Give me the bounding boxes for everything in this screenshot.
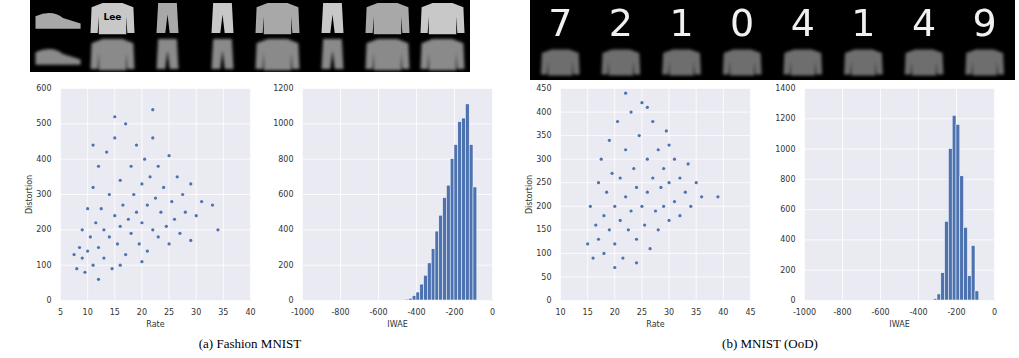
svg-text:600: 600 — [36, 84, 51, 93]
svg-text:150: 150 — [536, 225, 551, 234]
svg-text:5: 5 — [58, 308, 63, 317]
svg-text:15: 15 — [583, 308, 593, 317]
svg-text:-800: -800 — [833, 308, 851, 317]
svg-text:-1000: -1000 — [793, 308, 816, 317]
svg-text:1200: 1200 — [273, 84, 293, 93]
html-text:(b) MNIST (OoD): (b) MNIST (OoD) — [722, 336, 818, 351]
svg-text:-200: -200 — [445, 308, 463, 317]
svg-text:100: 100 — [536, 249, 551, 258]
svg-text:1: 1 — [851, 1, 875, 45]
svg-text:350: 350 — [536, 131, 551, 140]
svg-text:200: 200 — [780, 266, 795, 275]
svg-text:-400: -400 — [407, 308, 425, 317]
svg-text:800: 800 — [278, 155, 293, 164]
svg-text:Distortion: Distortion — [525, 175, 534, 214]
svg-text:IWAE: IWAE — [889, 320, 909, 329]
svg-text:Rate: Rate — [646, 320, 664, 329]
svg-text:9: 9 — [973, 1, 997, 45]
svg-text:400: 400 — [780, 235, 795, 244]
svg-text:0: 0 — [546, 296, 551, 305]
svg-text:100: 100 — [36, 261, 51, 270]
svg-text:50: 50 — [541, 273, 551, 282]
svg-text:1: 1 — [669, 1, 693, 45]
svg-text:-400: -400 — [909, 308, 927, 317]
svg-text:Lee: Lee — [104, 12, 122, 22]
svg-text:10: 10 — [555, 308, 565, 317]
svg-text:7: 7 — [548, 1, 572, 45]
svg-text:400: 400 — [36, 155, 51, 164]
svg-text:20: 20 — [610, 308, 620, 317]
svg-text:45: 45 — [745, 308, 755, 317]
svg-text:1000: 1000 — [273, 119, 293, 128]
svg-text:300: 300 — [36, 190, 51, 199]
svg-text:1200: 1200 — [775, 114, 795, 123]
svg-text:30: 30 — [191, 308, 201, 317]
svg-text:40: 40 — [718, 308, 728, 317]
svg-text:2: 2 — [609, 1, 633, 45]
svg-text:-600: -600 — [871, 308, 889, 317]
html-text:(a) Fashion MNIST: (a) Fashion MNIST — [198, 336, 302, 351]
svg-text:0: 0 — [992, 308, 997, 317]
svg-text:200: 200 — [36, 225, 51, 234]
svg-text:0: 0 — [490, 308, 495, 317]
svg-text:Rate: Rate — [146, 320, 164, 329]
svg-text:1000: 1000 — [775, 145, 795, 154]
svg-text:-800: -800 — [331, 308, 349, 317]
svg-text:20: 20 — [137, 308, 147, 317]
svg-text:-600: -600 — [369, 308, 387, 317]
svg-text:500: 500 — [36, 119, 51, 128]
svg-text:250: 250 — [536, 178, 551, 187]
svg-text:400: 400 — [278, 225, 293, 234]
svg-text:35: 35 — [218, 308, 228, 317]
svg-text:1400: 1400 — [775, 84, 795, 93]
svg-text:800: 800 — [780, 175, 795, 184]
svg-text:400: 400 — [536, 108, 551, 117]
svg-text:25: 25 — [164, 308, 174, 317]
svg-text:30: 30 — [664, 308, 674, 317]
svg-text:4: 4 — [791, 1, 815, 45]
svg-text:-1000: -1000 — [291, 308, 314, 317]
svg-text:25: 25 — [637, 308, 647, 317]
svg-text:300: 300 — [536, 155, 551, 164]
svg-text:0: 0 — [790, 296, 795, 305]
svg-text:600: 600 — [780, 205, 795, 214]
svg-text:200: 200 — [278, 261, 293, 270]
svg-text:40: 40 — [245, 308, 255, 317]
svg-text:-200: -200 — [947, 308, 965, 317]
svg-text:0: 0 — [46, 296, 51, 305]
svg-text:200: 200 — [536, 202, 551, 211]
svg-text:4: 4 — [912, 1, 936, 45]
svg-text:10: 10 — [83, 308, 93, 317]
svg-text:15: 15 — [110, 308, 120, 317]
svg-text:Distortion: Distortion — [25, 175, 34, 214]
svg-text:35: 35 — [691, 308, 701, 317]
svg-text:IWAE: IWAE — [387, 320, 407, 329]
svg-text:0: 0 — [730, 1, 754, 45]
svg-text:600: 600 — [278, 190, 293, 199]
svg-text:450: 450 — [536, 84, 551, 93]
svg-text:0: 0 — [288, 296, 293, 305]
